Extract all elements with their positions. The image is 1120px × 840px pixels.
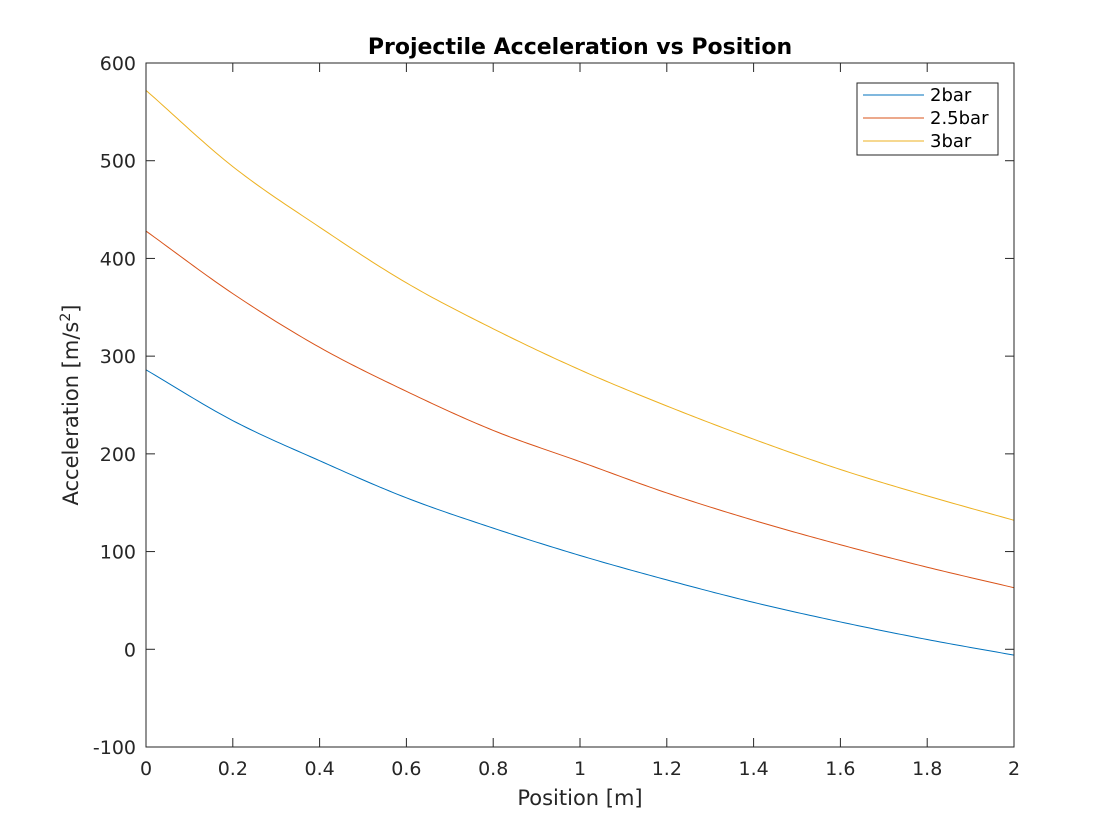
y-tick-label: 100 bbox=[100, 542, 136, 564]
y-axis-title-superscript: 2 bbox=[58, 313, 74, 322]
y-tick-label: 400 bbox=[100, 248, 136, 270]
legend-label: 3bar bbox=[930, 131, 972, 152]
x-tick-label: 1.2 bbox=[652, 758, 682, 780]
y-tick-label: 600 bbox=[100, 53, 136, 75]
x-axis-ticks: 0 0.2 0.4 0.6 0.8 1 1.2 1.4 1.6 1.8 2 bbox=[140, 63, 1020, 780]
x-axis-title: Position [m] bbox=[517, 786, 642, 810]
y-tick-label: 500 bbox=[100, 151, 136, 173]
x-tick-label: 0.4 bbox=[304, 758, 334, 780]
x-tick-label: 1.6 bbox=[825, 758, 855, 780]
y-axis-title-close: ] bbox=[59, 305, 83, 313]
x-tick-label: 0.8 bbox=[478, 758, 508, 780]
x-tick-label: 2 bbox=[1008, 758, 1020, 780]
x-tick-label: 0 bbox=[140, 758, 152, 780]
y-tick-label: 200 bbox=[100, 444, 136, 466]
legend-label: 2bar bbox=[930, 85, 972, 106]
x-tick-label: 1 bbox=[574, 758, 586, 780]
series-line-2.5bar bbox=[145, 230, 1015, 589]
x-tick-label: 0.6 bbox=[391, 758, 421, 780]
legend-label: 2.5bar bbox=[930, 108, 989, 129]
series-lines bbox=[145, 89, 1015, 656]
series-line-2bar bbox=[145, 369, 1015, 656]
y-tick-label: 0 bbox=[124, 639, 136, 661]
y-axis-ticks: -100 0 100 200 300 400 500 600 bbox=[93, 53, 1014, 759]
x-tick-label: 0.2 bbox=[218, 758, 248, 780]
y-tick-label: -100 bbox=[93, 737, 136, 759]
y-axis-title: Acceleration [m/s2] bbox=[58, 305, 83, 506]
plot-frame bbox=[145, 62, 1015, 748]
plot-area bbox=[146, 63, 1014, 747]
chart-title: Projectile Acceleration vs Position bbox=[368, 35, 792, 60]
x-tick-label: 1.8 bbox=[912, 758, 942, 780]
y-axis-title-main: Acceleration [m/s bbox=[59, 322, 83, 506]
y-tick-label: 300 bbox=[100, 346, 136, 368]
x-tick-label: 1.4 bbox=[738, 758, 768, 780]
series-line-3bar bbox=[145, 89, 1015, 521]
